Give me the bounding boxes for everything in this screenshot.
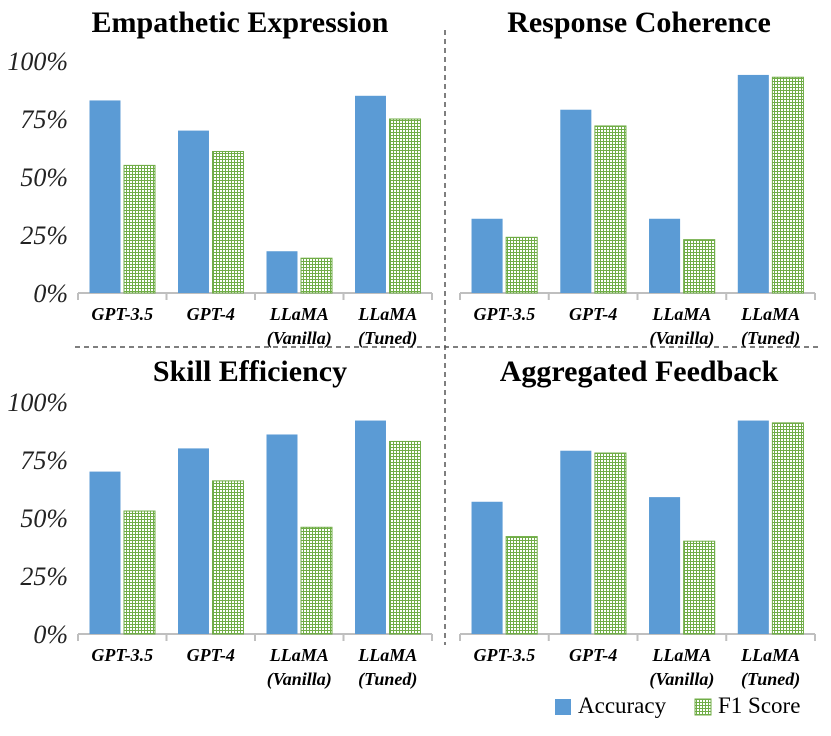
legend-swatch-f1-score xyxy=(694,698,712,716)
chart-panel-2: Response Coherence GPT-3.5 GPT-4 LLaMA (Vani… xyxy=(459,6,816,349)
bar-f1-score xyxy=(389,440,421,635)
x-tick-label: GPT-3.5 xyxy=(473,645,535,665)
x-tick-label: (Vanilla) xyxy=(267,328,332,349)
x-tick-label: LLaMA xyxy=(740,645,800,665)
bar-accuracy xyxy=(266,251,298,293)
chart-panels: Empathetic Expression 0% 25% 50% 75% 100% GPT-… xyxy=(7,6,816,690)
bar-accuracy xyxy=(471,501,503,634)
y-tick-label: 100% xyxy=(7,388,68,417)
legend-swatch-accuracy xyxy=(555,699,571,715)
bar-f1-score xyxy=(505,236,538,294)
bar-accuracy xyxy=(178,448,209,634)
legend: Accuracy F1 Score xyxy=(555,693,800,718)
bar-accuracy xyxy=(355,95,386,293)
x-tick-label: LLaMA xyxy=(269,645,329,665)
y-tick-label: 25% xyxy=(20,562,68,591)
bar-f1-score xyxy=(389,118,421,294)
bar-accuracy xyxy=(178,130,209,293)
bar-f1-score xyxy=(212,150,244,294)
x-tick-label: GPT-4 xyxy=(187,645,235,665)
y-tick-label: 50% xyxy=(20,163,68,192)
bar-f1-score xyxy=(771,422,804,635)
x-tick-label: GPT-3.5 xyxy=(473,304,535,324)
bar-f1-score xyxy=(212,480,244,635)
bar-f1-score xyxy=(300,526,333,635)
bar-accuracy xyxy=(471,218,503,293)
bar-accuracy xyxy=(649,497,681,634)
chart-panel-4: Aggregated Feedback GPT-3.5 GPT-4 LLaMA (Van… xyxy=(459,355,816,690)
bar-f1-score xyxy=(300,257,333,294)
x-tick-label: LLaMA xyxy=(740,304,800,324)
bar-accuracy xyxy=(560,109,592,293)
x-tick-label: LLaMA xyxy=(357,645,417,665)
bar-accuracy xyxy=(266,434,298,634)
y-tick-label: 50% xyxy=(20,504,68,533)
x-tick-label: GPT-4 xyxy=(187,304,235,324)
chart-panel-3: Skill Efficiency 0% 25% 50% 75% 100% GPT-3.5 GP… xyxy=(7,355,433,690)
legend-label-accuracy: Accuracy xyxy=(578,693,667,718)
panel-title: Empathetic Expression xyxy=(92,6,389,39)
x-tick-label: LLaMA xyxy=(269,304,329,324)
bar-f1-score xyxy=(594,452,627,635)
legend-label-f1-score: F1 Score xyxy=(718,693,800,718)
bar-accuracy xyxy=(649,218,681,293)
x-tick-label: (Tuned) xyxy=(741,669,800,690)
bar-f1-score xyxy=(123,510,156,635)
bar-accuracy xyxy=(89,100,121,293)
bar-accuracy xyxy=(737,74,769,293)
y-tick-label: 0% xyxy=(33,279,68,308)
x-tick-label: (Tuned) xyxy=(741,328,800,349)
bar-accuracy xyxy=(560,450,592,634)
x-tick-label: (Vanilla) xyxy=(649,328,714,349)
chart-panel-1: Empathetic Expression 0% 25% 50% 75% 100% GPT-… xyxy=(7,6,433,349)
bar-f1-score xyxy=(683,540,716,635)
bar-f1-score xyxy=(771,76,804,294)
y-tick-label: 25% xyxy=(20,221,68,250)
bar-accuracy xyxy=(355,420,386,634)
bar-accuracy xyxy=(737,420,769,634)
x-tick-label: LLaMA xyxy=(651,645,711,665)
x-tick-label: (Vanilla) xyxy=(649,669,714,690)
x-tick-label: LLaMA xyxy=(651,304,711,324)
x-tick-label: (Vanilla) xyxy=(267,669,332,690)
x-tick-label: LLaMA xyxy=(357,304,417,324)
x-tick-label: GPT-4 xyxy=(569,304,617,324)
x-tick-label: (Tuned) xyxy=(358,669,417,690)
x-tick-label: GPT-3.5 xyxy=(91,304,153,324)
panel-title: Response Coherence xyxy=(507,6,771,39)
x-tick-label: GPT-4 xyxy=(569,645,617,665)
y-tick-label: 75% xyxy=(20,105,68,134)
bar-f1-score xyxy=(123,164,156,294)
panel-title: Aggregated Feedback xyxy=(500,355,779,388)
y-tick-label: 100% xyxy=(7,47,68,76)
panel-title: Skill Efficiency xyxy=(153,355,347,388)
y-tick-label: 75% xyxy=(20,446,68,475)
bar-f1-score xyxy=(683,239,716,294)
bar-f1-score xyxy=(505,536,538,635)
bar-f1-score xyxy=(594,125,627,294)
bar-accuracy xyxy=(89,471,121,634)
x-tick-label: GPT-3.5 xyxy=(91,645,153,665)
x-tick-label: (Tuned) xyxy=(358,328,417,349)
y-tick-label: 0% xyxy=(33,620,68,649)
